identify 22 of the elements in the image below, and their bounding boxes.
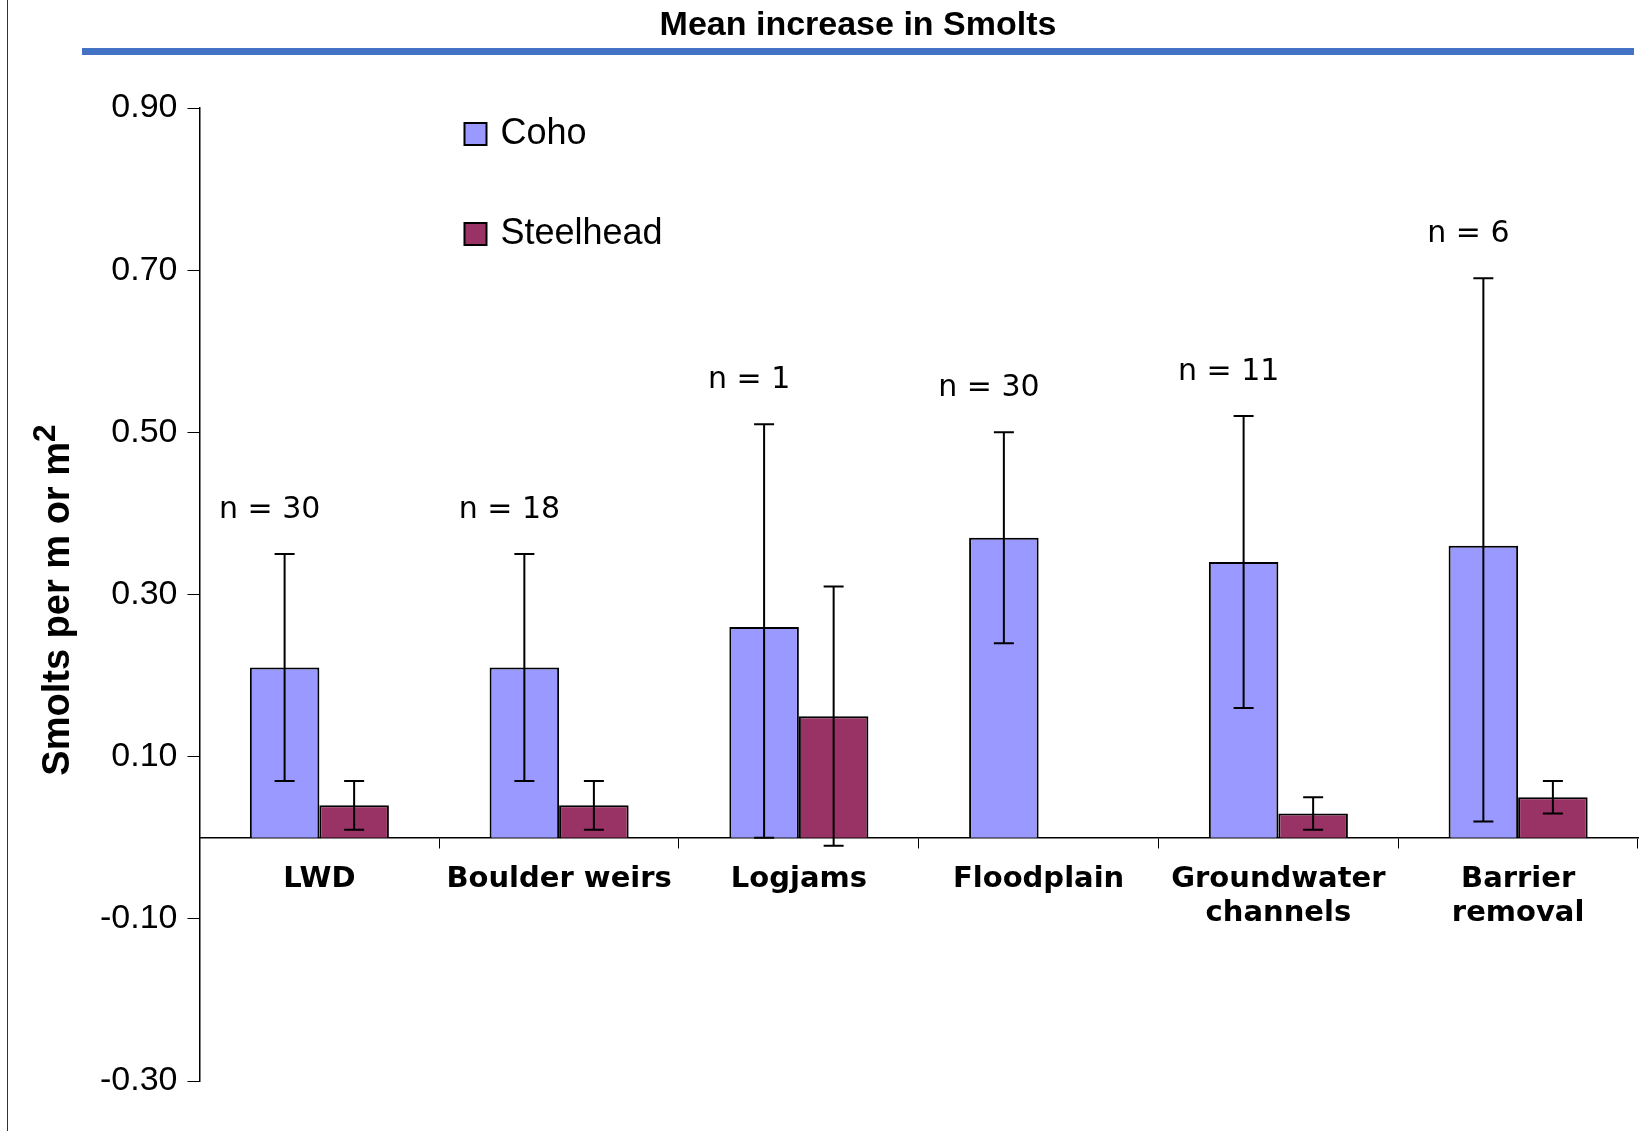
y-tick-label: 0.30 xyxy=(111,572,178,611)
legend-label: Coho xyxy=(500,110,587,152)
x-tick-label: Floodplain xyxy=(953,859,1125,894)
annotation: n = 30 xyxy=(218,489,321,525)
y-tick-label: 0.70 xyxy=(111,248,178,287)
x-tick-label: Boulder weirs xyxy=(446,859,672,894)
annotation: n = 30 xyxy=(938,368,1040,404)
legend-label: Steelhead xyxy=(500,210,663,252)
x-tick-label: Groundwater channels xyxy=(1171,859,1387,929)
y-tick-label: -0.30 xyxy=(100,1059,178,1098)
annotation: n = 6 xyxy=(1427,214,1510,250)
annotation: n = 11 xyxy=(1177,351,1280,387)
y-tick-label: 0.90 xyxy=(111,86,178,125)
y-tick-label: 0.10 xyxy=(111,735,178,774)
y-tick-label: 0.50 xyxy=(111,410,178,449)
x-tick-label: Barrier removal xyxy=(1451,859,1585,929)
annotation: n = 1 xyxy=(707,360,791,396)
annotation: n = 18 xyxy=(458,489,561,525)
x-tick-label: Logjams xyxy=(730,859,867,894)
chart-title: Mean increase in Smolts xyxy=(658,4,1058,43)
y-tick-label: -0.10 xyxy=(100,897,178,936)
x-tick-label: LWD xyxy=(283,859,356,894)
